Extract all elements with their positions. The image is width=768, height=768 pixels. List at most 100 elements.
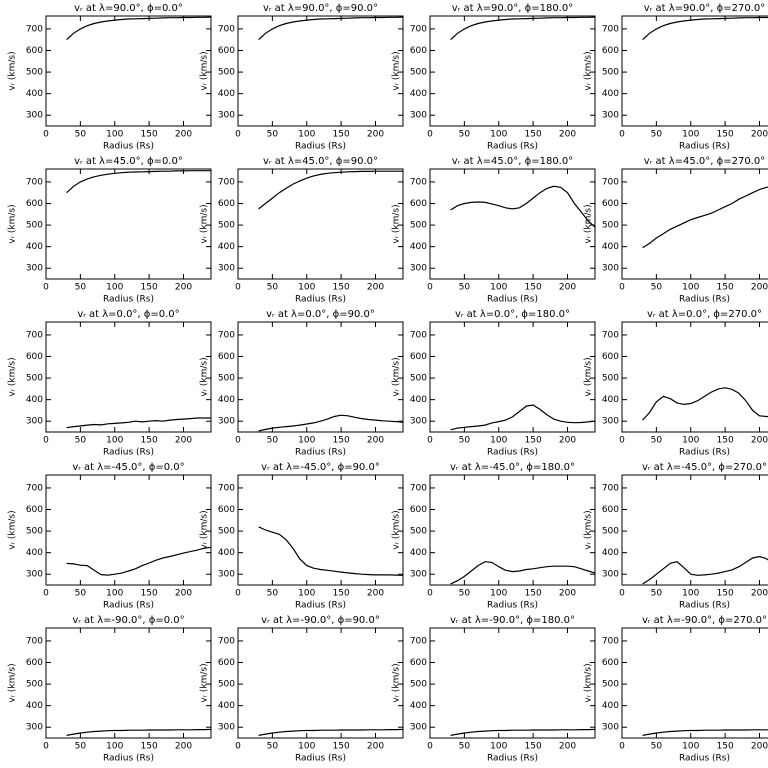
- x-tick-label: 100: [106, 283, 123, 293]
- x-tick-label: 150: [525, 283, 542, 293]
- y-tick-label: 600: [218, 199, 235, 209]
- x-tick-label: 100: [490, 283, 507, 293]
- x-tick-label: 0: [235, 283, 241, 293]
- x-tick-label: 0: [427, 436, 433, 446]
- x-tick-label: 0: [235, 436, 241, 446]
- x-tick-label: 200: [559, 436, 576, 446]
- y-tick-label: 300: [218, 264, 235, 274]
- x-tick-label: 200: [367, 742, 384, 752]
- x-tick-label: 0: [427, 589, 433, 599]
- x-tick-label: 50: [267, 283, 279, 293]
- x-tick-label: 50: [651, 589, 663, 599]
- line-series: [66, 16, 212, 41]
- plot-frame: [237, 168, 404, 280]
- x-tick-label: 0: [43, 130, 49, 140]
- y-tick-label: 400: [218, 395, 235, 405]
- y-tick-label: 300: [602, 570, 619, 580]
- y-tick-label: 500: [218, 221, 235, 231]
- y-axis-label: vᵣ (km/s): [392, 204, 402, 243]
- x-tick-label: 50: [459, 589, 471, 599]
- x-tick-label: 50: [75, 436, 87, 446]
- x-tick-label: 200: [751, 742, 768, 752]
- x-axis-label: Radius (Rs): [103, 601, 154, 611]
- y-tick-label: 700: [218, 330, 235, 340]
- panel-title: vᵣ at λ=-90.0°, ϕ=180.0°: [450, 615, 575, 626]
- x-axis-label: Radius (Rs): [679, 448, 730, 458]
- panel: vᵣ at λ=45.0°, ϕ=270.0° Radius (Rs) vᵣ (km…: [584, 156, 768, 305]
- y-tick-label: 500: [602, 527, 619, 537]
- y-axis-label: vᵣ (km/s): [584, 204, 594, 243]
- panel-title: vᵣ at λ=90.0°, ϕ=270.0°: [644, 3, 765, 14]
- x-tick-label: 100: [490, 589, 507, 599]
- x-tick-label: 50: [459, 436, 471, 446]
- panel-title: vᵣ at λ=0.0°, ϕ=270.0°: [647, 309, 762, 320]
- panel-title: vᵣ at λ=0.0°, ϕ=90.0°: [266, 309, 375, 320]
- x-tick-label: 200: [367, 436, 384, 446]
- y-tick-label: 600: [218, 46, 235, 56]
- x-tick-label: 100: [682, 436, 699, 446]
- y-tick-label: 300: [26, 417, 43, 427]
- y-tick-label: 500: [26, 221, 43, 231]
- x-tick-label: 100: [106, 589, 123, 599]
- x-tick-label: 50: [75, 130, 87, 140]
- y-tick-label: 600: [410, 352, 427, 362]
- x-tick-label: 100: [490, 436, 507, 446]
- y-tick-label: 500: [26, 680, 43, 690]
- plot-frame: [429, 321, 596, 433]
- x-tick-label: 200: [367, 589, 384, 599]
- x-tick-label: 150: [717, 283, 734, 293]
- y-tick-label: 400: [410, 701, 427, 711]
- panel-title: vᵣ at λ=0.0°, ϕ=0.0°: [77, 309, 179, 320]
- y-tick-label: 400: [218, 242, 235, 252]
- x-tick-label: 0: [43, 589, 49, 599]
- y-tick-label: 500: [602, 680, 619, 690]
- y-tick-label: 700: [26, 330, 43, 340]
- x-tick-label: 50: [459, 742, 471, 752]
- line-series: [66, 417, 211, 429]
- y-tick-label: 700: [602, 330, 619, 340]
- y-tick-label: 500: [602, 68, 619, 78]
- y-tick-label: 300: [410, 570, 427, 580]
- y-tick-label: 400: [602, 395, 619, 405]
- x-axis-label: Radius (Rs): [295, 295, 346, 305]
- x-axis-label: Radius (Rs): [487, 295, 538, 305]
- plot-frame: [429, 15, 596, 127]
- x-tick-label: 200: [175, 283, 192, 293]
- panel: vᵣ at λ=0.0°, ϕ=0.0° Radius (Rs) vᵣ (km/s)…: [8, 309, 212, 458]
- panel-title: vᵣ at λ=-90.0°, ϕ=90.0°: [261, 615, 380, 626]
- plot-frame: [621, 627, 768, 739]
- y-tick-label: 600: [602, 199, 619, 209]
- x-tick-label: 200: [367, 130, 384, 140]
- y-tick-label: 700: [410, 483, 427, 493]
- plot-frame: [429, 168, 596, 280]
- x-tick-label: 100: [298, 283, 315, 293]
- x-tick-label: 50: [267, 130, 279, 140]
- x-axis-label: Radius (Rs): [487, 754, 538, 764]
- x-axis-label: Radius (Rs): [103, 142, 154, 152]
- x-tick-label: 100: [682, 130, 699, 140]
- x-tick-label: 150: [333, 436, 350, 446]
- panel: vᵣ at λ=-90.0°, ϕ=270.0° Radius (Rs) vᵣ (k…: [584, 615, 768, 764]
- x-tick-label: 200: [559, 742, 576, 752]
- panel-title: vᵣ at λ=45.0°, ϕ=90.0°: [263, 156, 378, 167]
- y-tick-label: 600: [602, 505, 619, 515]
- y-tick-label: 600: [410, 199, 427, 209]
- y-tick-label: 300: [26, 111, 43, 121]
- x-tick-label: 0: [427, 130, 433, 140]
- y-tick-label: 300: [410, 264, 427, 274]
- y-tick-label: 600: [602, 658, 619, 668]
- y-tick-label: 400: [218, 89, 235, 99]
- y-tick-label: 300: [602, 417, 619, 427]
- y-tick-label: 500: [410, 221, 427, 231]
- x-tick-label: 0: [619, 436, 625, 446]
- y-tick-label: 700: [410, 330, 427, 340]
- plot-frame: [621, 168, 768, 280]
- y-tick-label: 600: [410, 505, 427, 515]
- x-tick-label: 50: [459, 283, 471, 293]
- line-series: [450, 561, 596, 585]
- x-tick-label: 150: [141, 130, 158, 140]
- panel-title: vᵣ at λ=45.0°, ϕ=0.0°: [74, 156, 183, 167]
- y-tick-label: 700: [218, 24, 235, 34]
- y-axis-label: vᵣ (km/s): [200, 204, 210, 243]
- x-tick-label: 0: [235, 589, 241, 599]
